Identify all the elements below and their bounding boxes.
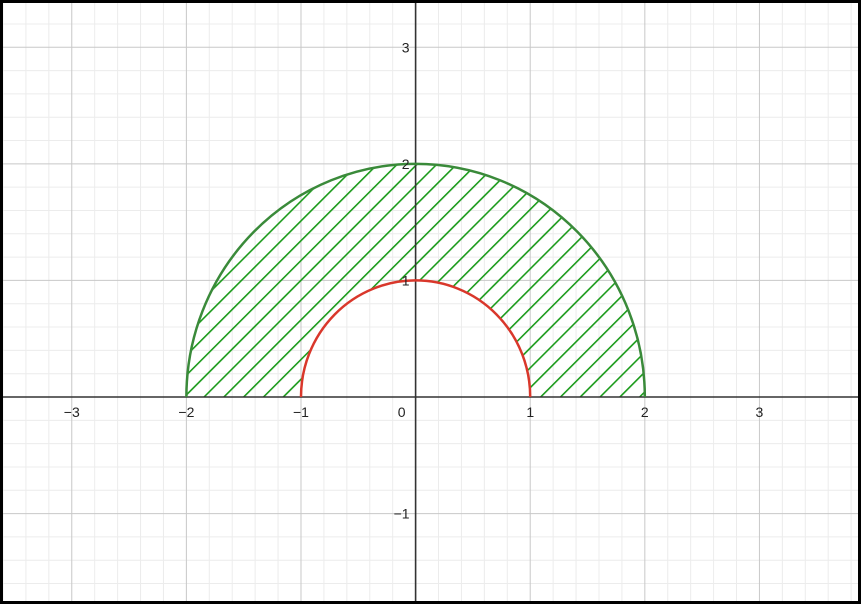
y-tick-label: 2 bbox=[402, 156, 410, 172]
x-tick-label: 1 bbox=[526, 404, 534, 420]
x-tick-label: −1 bbox=[293, 404, 309, 420]
axes bbox=[3, 3, 858, 601]
y-tick-label: 1 bbox=[402, 272, 410, 288]
x-tick-label: 3 bbox=[756, 404, 764, 420]
x-tick-label: −2 bbox=[178, 404, 194, 420]
coordinate-plane[interactable]: −3 −2 −1 0 1 2 3 −1 1 2 3 bbox=[3, 3, 858, 601]
tick-labels: −3 −2 −1 0 1 2 3 −1 1 2 3 bbox=[64, 39, 764, 521]
y-tick-label: −1 bbox=[394, 506, 410, 522]
x-tick-label: −3 bbox=[64, 404, 80, 420]
x-tick-label: 0 bbox=[398, 404, 406, 420]
major-grid bbox=[3, 3, 858, 601]
outer-semicircle-curve bbox=[185, 163, 647, 398]
x-tick-label: 2 bbox=[641, 404, 649, 420]
minor-grid bbox=[3, 3, 858, 601]
inner-semicircle-curve bbox=[299, 279, 532, 398]
y-tick-label: 3 bbox=[402, 39, 410, 55]
